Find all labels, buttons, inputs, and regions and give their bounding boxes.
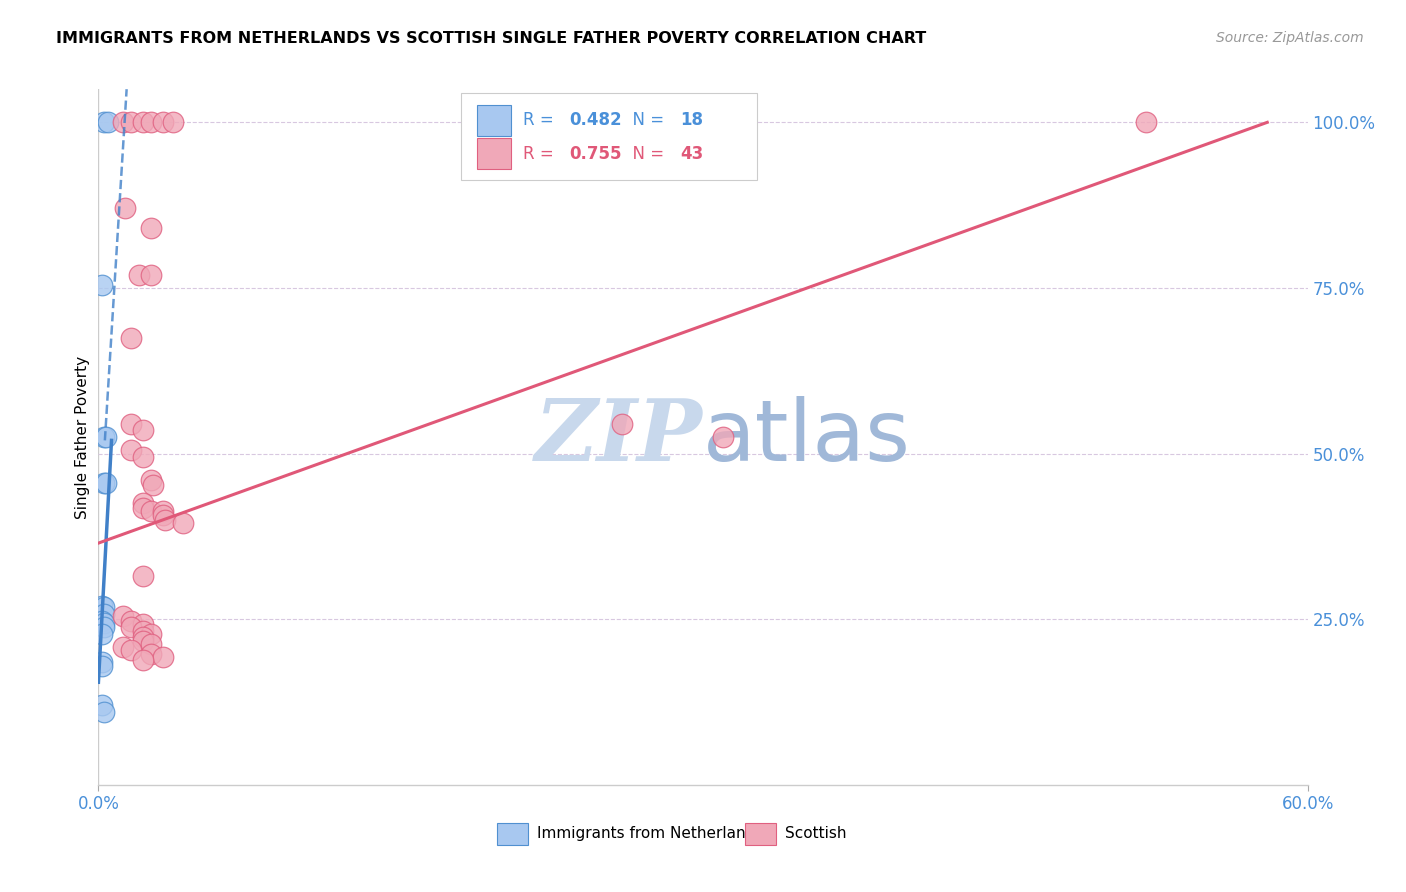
Point (132, 496, 155, 510)
Point (132, 450, 155, 464)
Point (111, 115, 134, 129)
Text: 0.755: 0.755 (569, 145, 621, 162)
Point (91, 698, 114, 713)
Point (120, 115, 142, 129)
Point (93, 615, 115, 630)
Point (128, 268, 150, 282)
Point (120, 331, 142, 345)
Point (139, 473, 162, 487)
Point (132, 424, 155, 438)
Point (152, 508, 174, 522)
Point (132, 653, 155, 667)
Point (91, 656, 114, 670)
Point (152, 504, 174, 518)
Point (132, 624, 155, 638)
Point (612, 417, 634, 431)
Point (111, 640, 134, 654)
Point (91, 599, 114, 613)
Point (120, 614, 142, 628)
FancyBboxPatch shape (461, 93, 758, 179)
Point (120, 643, 142, 657)
FancyBboxPatch shape (477, 138, 510, 169)
Point (114, 202, 136, 216)
FancyBboxPatch shape (477, 104, 510, 136)
Point (91, 614, 114, 628)
Point (139, 504, 162, 518)
Text: R =: R = (523, 112, 558, 129)
Point (139, 115, 162, 129)
Point (132, 569, 155, 583)
Text: Immigrants from Netherlands: Immigrants from Netherlands (537, 826, 763, 841)
Point (96, 430, 118, 444)
FancyBboxPatch shape (498, 822, 527, 845)
Point (139, 627, 162, 641)
Y-axis label: Single Father Poverty: Single Father Poverty (75, 356, 90, 518)
Text: Source: ZipAtlas.com: Source: ZipAtlas.com (1216, 31, 1364, 45)
Point (711, 430, 734, 444)
Point (93, 476, 115, 491)
Text: IMMIGRANTS FROM NETHERLANDS VS SCOTTISH SINGLE FATHER POVERTY CORRELATION CHART: IMMIGRANTS FROM NETHERLANDS VS SCOTTISH … (56, 31, 927, 46)
Point (120, 443, 142, 458)
Text: 18: 18 (681, 112, 703, 129)
Point (142, 477, 165, 491)
Point (139, 268, 162, 282)
Text: 43: 43 (681, 145, 703, 162)
Text: Scottish: Scottish (785, 826, 846, 841)
Point (93, 607, 115, 621)
Point (93, 430, 115, 444)
Point (111, 609, 134, 624)
Point (93, 115, 115, 129)
Point (152, 650, 174, 665)
Text: N =: N = (621, 145, 669, 162)
Point (132, 616, 155, 631)
Point (93, 705, 115, 719)
Point (1135, 115, 1157, 129)
Point (91, 277, 114, 292)
Point (153, 513, 176, 527)
Point (139, 647, 162, 661)
Point (97, 115, 120, 129)
Text: ZIP: ZIP (536, 395, 703, 479)
Point (120, 417, 142, 431)
Point (91, 627, 114, 641)
Point (172, 516, 194, 531)
Point (132, 630, 155, 644)
Point (162, 115, 184, 129)
Text: R =: R = (523, 145, 558, 162)
Point (152, 115, 174, 129)
Point (91, 658, 114, 673)
Text: 0.482: 0.482 (569, 112, 621, 129)
Point (96, 476, 118, 491)
Point (132, 500, 155, 515)
Text: N =: N = (621, 112, 669, 129)
FancyBboxPatch shape (745, 822, 776, 845)
Point (132, 115, 155, 129)
Point (139, 221, 162, 235)
Point (93, 600, 115, 615)
Point (132, 633, 155, 648)
Point (93, 620, 115, 634)
Text: atlas: atlas (703, 395, 911, 479)
Point (120, 620, 142, 634)
Point (139, 637, 162, 651)
